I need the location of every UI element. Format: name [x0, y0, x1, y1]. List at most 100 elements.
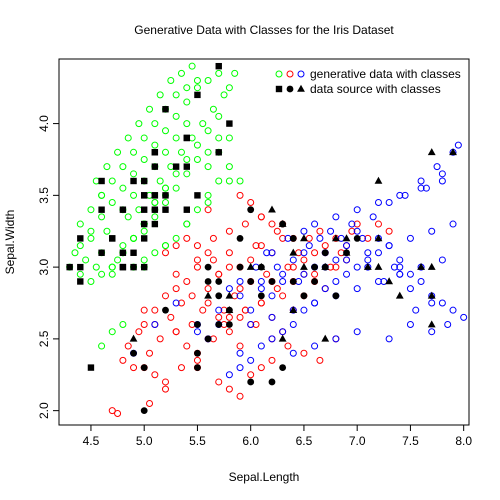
generative-point-setosa — [98, 191, 106, 199]
source-point-virginica — [289, 305, 298, 313]
generative-point-setosa — [87, 234, 95, 242]
generative-point-versicolor — [183, 277, 191, 285]
generative-point-versicolor — [204, 299, 212, 307]
generative-point-setosa — [140, 155, 148, 163]
generative-point-setosa — [130, 170, 138, 178]
generative-point-setosa — [130, 234, 138, 242]
source-point-versicolor — [215, 321, 223, 328]
generative-point-setosa — [92, 177, 100, 185]
generative-point-virginica — [321, 285, 329, 293]
generative-point-setosa — [140, 256, 148, 264]
generative-point-versicolor — [225, 328, 233, 336]
generative-point-virginica — [247, 321, 255, 329]
source-point-virginica — [246, 262, 255, 270]
generative-point-versicolor — [311, 249, 319, 257]
generative-point-versicolor — [257, 299, 265, 307]
generative-point-virginica — [428, 299, 436, 307]
generative-point-versicolor — [236, 313, 244, 321]
generative-point-versicolor — [268, 356, 276, 364]
source-point-setosa — [172, 163, 180, 170]
generative-point-virginica — [406, 285, 414, 293]
source-point-setosa — [130, 263, 137, 271]
generative-point-virginica — [428, 227, 436, 235]
generative-point-setosa — [183, 120, 191, 128]
generative-point-virginica — [247, 306, 255, 314]
generative-point-setosa — [193, 84, 201, 92]
source-point-versicolor — [289, 235, 297, 242]
source-point-virginica — [427, 291, 436, 299]
generative-point-setosa — [199, 120, 207, 128]
generative-point-setosa — [172, 112, 180, 120]
source-point-setosa — [119, 249, 127, 256]
source-point-virginica — [427, 148, 436, 156]
source-point-setosa — [140, 220, 148, 228]
generative-point-virginica — [327, 227, 335, 235]
source-point-setosa — [77, 278, 84, 285]
y-tick-label: 2.5 — [37, 330, 51, 347]
generative-point-setosa — [161, 242, 169, 250]
generative-point-virginica — [151, 321, 159, 329]
generative-point-versicolor — [236, 285, 244, 293]
legend-filled-marker — [286, 85, 294, 93]
generative-point-virginica — [438, 256, 446, 264]
generative-point-setosa — [172, 134, 180, 142]
generative-point-virginica — [406, 234, 414, 242]
generative-point-versicolor — [236, 191, 244, 199]
generative-point-virginica — [369, 213, 377, 221]
source-point-versicolor — [194, 321, 201, 328]
generative-point-versicolor — [215, 313, 223, 321]
generative-point-virginica — [289, 321, 297, 329]
generative-point-versicolor — [172, 270, 180, 278]
generative-point-versicolor — [225, 249, 233, 257]
generative-point-versicolor — [161, 378, 169, 386]
generative-point-setosa — [103, 227, 111, 235]
generative-point-setosa — [204, 77, 212, 85]
source-point-virginica — [395, 291, 404, 299]
generative-point-virginica — [332, 335, 340, 343]
source-point-virginica — [342, 234, 351, 242]
source-point-setosa — [130, 249, 137, 256]
source-point-setosa — [151, 206, 159, 213]
generative-point-setosa — [119, 321, 127, 329]
generative-point-virginica — [449, 220, 457, 228]
generative-point-virginica — [268, 249, 276, 257]
generative-point-setosa — [146, 105, 154, 113]
generative-point-setosa — [156, 91, 164, 99]
generative-point-virginica — [422, 184, 430, 192]
x-axis: 4.5 5.0 5.5 6.0 6.5 7.0 7.5 8.0 — [83, 424, 472, 448]
generative-point-virginica — [257, 285, 265, 293]
source-point-virginica — [278, 334, 287, 342]
generative-point-setosa — [156, 177, 164, 185]
y-tick-label: 3.0 — [37, 258, 51, 275]
generative-point-versicolor — [161, 249, 169, 257]
generative-point-setosa — [161, 184, 169, 192]
source-point-versicolor — [215, 278, 223, 285]
generative-point-versicolor — [279, 234, 287, 242]
plot-box — [58, 58, 470, 426]
source-point-setosa — [140, 177, 148, 185]
y-axis-label: Sepal.Width — [3, 210, 17, 275]
generative-point-virginica — [300, 227, 308, 235]
generative-point-virginica — [279, 277, 287, 285]
source-point-versicolor — [194, 349, 201, 357]
generative-point-setosa — [98, 342, 106, 350]
generative-point-setosa — [225, 84, 233, 92]
generative-point-versicolor — [209, 256, 217, 264]
generative-point-virginica — [311, 342, 319, 350]
generative-point-setosa — [193, 206, 201, 214]
generative-point-versicolor — [114, 410, 122, 418]
generative-point-setosa — [183, 155, 191, 163]
generative-point-virginica — [460, 313, 468, 321]
x-tick-label: 6.0 — [242, 434, 259, 448]
generative-point-setosa — [151, 141, 159, 149]
generative-point-versicolor — [172, 242, 180, 250]
source-point-versicolor — [311, 263, 318, 271]
source-point-versicolor — [236, 263, 244, 271]
generative-point-virginica — [343, 256, 351, 264]
source-point-virginica — [331, 234, 340, 242]
generative-point-versicolor — [321, 242, 329, 250]
generative-point-setosa — [215, 69, 223, 77]
legend-open-circle-marker — [297, 70, 305, 78]
generative-point-setosa — [215, 134, 223, 142]
generative-point-setosa — [130, 148, 138, 156]
